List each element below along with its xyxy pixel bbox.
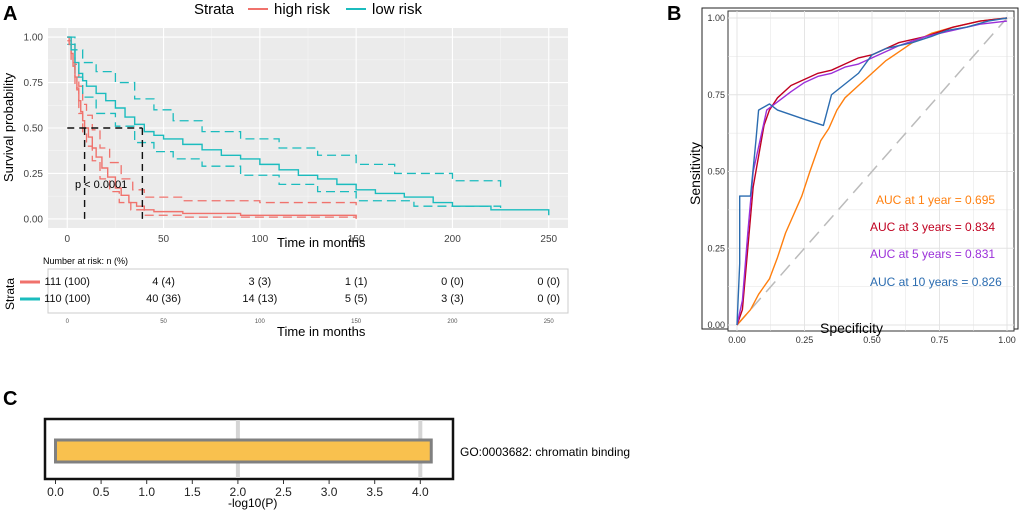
roc-y-tick-label: 0.25 — [707, 243, 725, 253]
km-x-tick-label: 150 — [348, 234, 365, 245]
km-x-axis-label: Time in months — [277, 235, 366, 250]
bar-x-axis-label: -log10(P) — [228, 496, 277, 510]
pvalue-annotation: p < 0.0001 — [75, 179, 127, 191]
bar-x-tick-label: 2.0 — [230, 485, 247, 499]
km-axis-ticks: 0 50 100 150 200 250 0.00 0.25 0.50 0.75 1.00 — [24, 33, 558, 245]
km-median-lines — [67, 127, 144, 219]
auc-annotation-3-years: AUC at 3 years = 0.834 — [870, 220, 995, 234]
risk-cell-low-risk: 40 (36) — [146, 293, 181, 305]
km-y-tick-label: 0.25 — [24, 169, 44, 180]
roc-reference-diagonal — [736, 17, 1008, 326]
panel-label-c: C — [3, 388, 17, 410]
roc-y-tick-label: 1.00 — [707, 13, 725, 23]
km-y-tick-label: 0.50 — [24, 124, 44, 135]
risk-cell-high-risk: 0 (0) — [537, 276, 560, 288]
bar-category-label: GO:0003682: chromatin binding — [460, 445, 630, 459]
km-x-tick-label: 250 — [540, 234, 557, 245]
roc-curves — [736, 17, 1008, 326]
bar-x-tick-label: 0.0 — [47, 485, 64, 499]
legend-title: Strata — [194, 1, 235, 18]
risk-table-frame — [47, 268, 569, 314]
km-curve-low-risk — [67, 36, 550, 216]
risk-cell-high-risk: 3 (3) — [249, 276, 272, 288]
roc-curve-auc-at-3-years-0-834 — [736, 17, 1008, 326]
risk-table-cells: 111 (100) 4 (4) 3 (3) 1 (1) 0 (0) 0 (0) 110 (1… — [44, 276, 560, 305]
bar-x-tick-label: 1.0 — [138, 485, 155, 499]
risk-cell-high-risk: 4 (4) — [152, 276, 175, 288]
km-legend: Strata high risk low risk — [194, 1, 423, 18]
roc-y-tick-label: 0.50 — [707, 167, 725, 177]
bar-x-tick-label: 1.5 — [184, 485, 201, 499]
risk-cell-low-risk: 3 (3) — [441, 293, 464, 305]
roc-plot: 0.00 0.25 0.50 0.75 1.00 0.00 0.25 0.50 0.75 1.00… — [687, 7, 1019, 345]
roc-y-tick-label: 0.75 — [707, 90, 725, 100]
km-survival-curves — [67, 36, 550, 218]
risk-cell-high-risk: 1 (1) — [345, 276, 368, 288]
risk-cell-low-risk: 110 (100) — [44, 293, 90, 305]
roc-y-axis-label: Sensitivity — [687, 142, 703, 205]
bar-x-tick-label: 3.5 — [366, 485, 383, 499]
risk-table-title: Number at risk: n (%) — [43, 256, 128, 266]
km-y-tick-label: 0.00 — [24, 214, 44, 225]
roc-x-tick-label: 0.75 — [931, 335, 949, 345]
bar-x-tick-label: 3.0 — [321, 485, 338, 499]
km-ci-lower-low-risk — [67, 43, 502, 210]
auc-annotation-1-year: AUC at 1 year = 0.695 — [876, 193, 995, 207]
go-bar-chart: 0.0 0.5 1.0 1.5 2.0 2.5 3.0 3.5 4.0 GO:0003682: … — [43, 417, 630, 510]
panel-label-a: A — [3, 3, 17, 25]
km-ci-upper-low-risk — [67, 36, 502, 190]
risk-table-tick-label: 150 — [351, 319, 362, 325]
risk-cell-high-risk: 0 (0) — [441, 276, 464, 288]
km-x-tick-label: 50 — [158, 234, 170, 245]
km-y-tick-label: 1.00 — [24, 33, 44, 44]
roc-axis-ticks: 0.00 0.25 0.50 0.75 1.00 0.00 0.25 0.50 0.75 1.00 — [707, 13, 1015, 345]
roc-x-tick-label: 0.25 — [796, 335, 814, 345]
bar-x-tick-label: 0.5 — [93, 485, 110, 499]
legend-entry-high-risk: high risk — [274, 1, 330, 18]
bar-x-tick-label: 2.5 — [275, 485, 292, 499]
roc-x-tick-label: 0.00 — [728, 335, 746, 345]
risk-table-tick-label: 250 — [544, 319, 555, 325]
km-curve-high-risk — [67, 36, 357, 218]
bar-chromatin-binding — [54, 438, 433, 464]
roc-y-tick-label: 0.00 — [707, 320, 725, 330]
roc-grid — [728, 11, 1014, 331]
km-y-tick-label: 0.75 — [24, 78, 44, 89]
roc-x-tick-label: 1.00 — [998, 335, 1016, 345]
km-y-axis-label: Survival probability — [1, 72, 16, 182]
roc-curve-auc-at-10-years-0-826 — [736, 17, 1008, 326]
risk-table-ticks: 0 50 100 150 200 250 — [66, 319, 555, 325]
risk-cell-high-risk: 111 (100) — [45, 276, 90, 288]
km-plot: 0 50 100 150 200 250 0.00 0.25 0.50 0.75 1.00 p < … — [1, 1, 568, 250]
auc-annotation-5-years: AUC at 5 years = 0.831 — [870, 247, 995, 261]
roc-curve-auc-at-5-years-0-831 — [736, 20, 1008, 326]
legend-entry-low-risk: low risk — [372, 1, 423, 18]
roc-plot-area — [727, 10, 1015, 332]
risk-table-y-label: Strata — [3, 278, 17, 310]
panel-label-b: B — [667, 3, 681, 25]
risk-table-tick-label: 0 — [66, 319, 70, 325]
km-x-tick-label: 0 — [64, 234, 70, 245]
risk-table-tick-label: 50 — [160, 319, 167, 325]
risk-table-x-label: Time in months — [277, 324, 366, 339]
risk-table-tick-label: 200 — [447, 319, 458, 325]
risk-cell-low-risk: 14 (13) — [242, 293, 277, 305]
roc-x-tick-label: 0.50 — [863, 335, 881, 345]
risk-table: Number at risk: n (%) 111 (100) 4 (4) 3 (3… — [3, 256, 569, 339]
km-x-tick-label: 200 — [444, 234, 461, 245]
bar-axis-ticks: 0.0 0.5 1.0 1.5 2.0 2.5 3.0 3.5 4.0 — [47, 480, 429, 499]
risk-cell-low-risk: 0 (0) — [537, 293, 560, 305]
risk-cell-low-risk: 5 (5) — [345, 293, 368, 305]
km-x-tick-label: 100 — [252, 234, 269, 245]
risk-table-tick-label: 100 — [255, 319, 266, 325]
roc-x-axis-label: Specificity — [820, 320, 883, 336]
bar-x-tick-label: 4.0 — [412, 485, 429, 499]
km-ci-upper-high-risk — [67, 36, 357, 207]
auc-annotation-10-years: AUC at 10 years = 0.826 — [870, 275, 1002, 289]
